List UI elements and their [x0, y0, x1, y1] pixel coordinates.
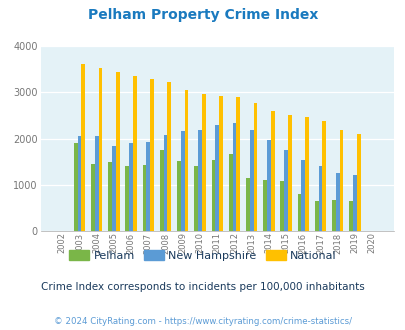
- Bar: [184, 90, 188, 231]
- Bar: [253, 104, 257, 231]
- Bar: [236, 97, 239, 231]
- Bar: [280, 181, 283, 231]
- Bar: [339, 130, 343, 231]
- Bar: [163, 135, 167, 231]
- Bar: [177, 161, 181, 231]
- Bar: [215, 125, 219, 231]
- Text: © 2024 CityRating.com - https://www.cityrating.com/crime-statistics/: © 2024 CityRating.com - https://www.city…: [54, 317, 351, 326]
- Bar: [129, 143, 133, 231]
- Bar: [125, 166, 129, 231]
- Bar: [335, 173, 339, 231]
- Bar: [181, 131, 184, 231]
- Bar: [77, 136, 81, 231]
- Bar: [305, 117, 308, 231]
- Text: Crime Index corresponds to incidents per 100,000 inhabitants: Crime Index corresponds to incidents per…: [41, 282, 364, 292]
- Bar: [232, 123, 236, 231]
- Bar: [287, 115, 291, 231]
- Bar: [322, 120, 325, 231]
- Bar: [98, 68, 102, 231]
- Bar: [167, 82, 171, 231]
- Bar: [266, 140, 270, 231]
- Bar: [314, 201, 318, 231]
- Bar: [112, 146, 115, 231]
- Bar: [91, 164, 95, 231]
- Bar: [356, 134, 360, 231]
- Bar: [301, 160, 305, 231]
- Bar: [201, 94, 205, 231]
- Bar: [194, 166, 198, 231]
- Text: Pelham Property Crime Index: Pelham Property Crime Index: [87, 8, 318, 22]
- Bar: [133, 76, 136, 231]
- Bar: [249, 130, 253, 231]
- Bar: [352, 175, 356, 231]
- Bar: [198, 130, 201, 231]
- Bar: [115, 72, 119, 231]
- Bar: [81, 64, 85, 231]
- Bar: [331, 200, 335, 231]
- Bar: [270, 111, 274, 231]
- Bar: [219, 96, 222, 231]
- Bar: [95, 136, 98, 231]
- Bar: [146, 142, 150, 231]
- Bar: [284, 150, 287, 231]
- Bar: [142, 165, 146, 231]
- Legend: Pelham, New Hampshire, National: Pelham, New Hampshire, National: [66, 247, 339, 264]
- Bar: [74, 143, 77, 231]
- Bar: [160, 150, 163, 231]
- Bar: [228, 154, 232, 231]
- Bar: [245, 178, 249, 231]
- Bar: [211, 160, 215, 231]
- Bar: [150, 80, 153, 231]
- Bar: [262, 180, 266, 231]
- Bar: [108, 162, 112, 231]
- Bar: [348, 201, 352, 231]
- Bar: [318, 166, 322, 231]
- Bar: [297, 194, 301, 231]
